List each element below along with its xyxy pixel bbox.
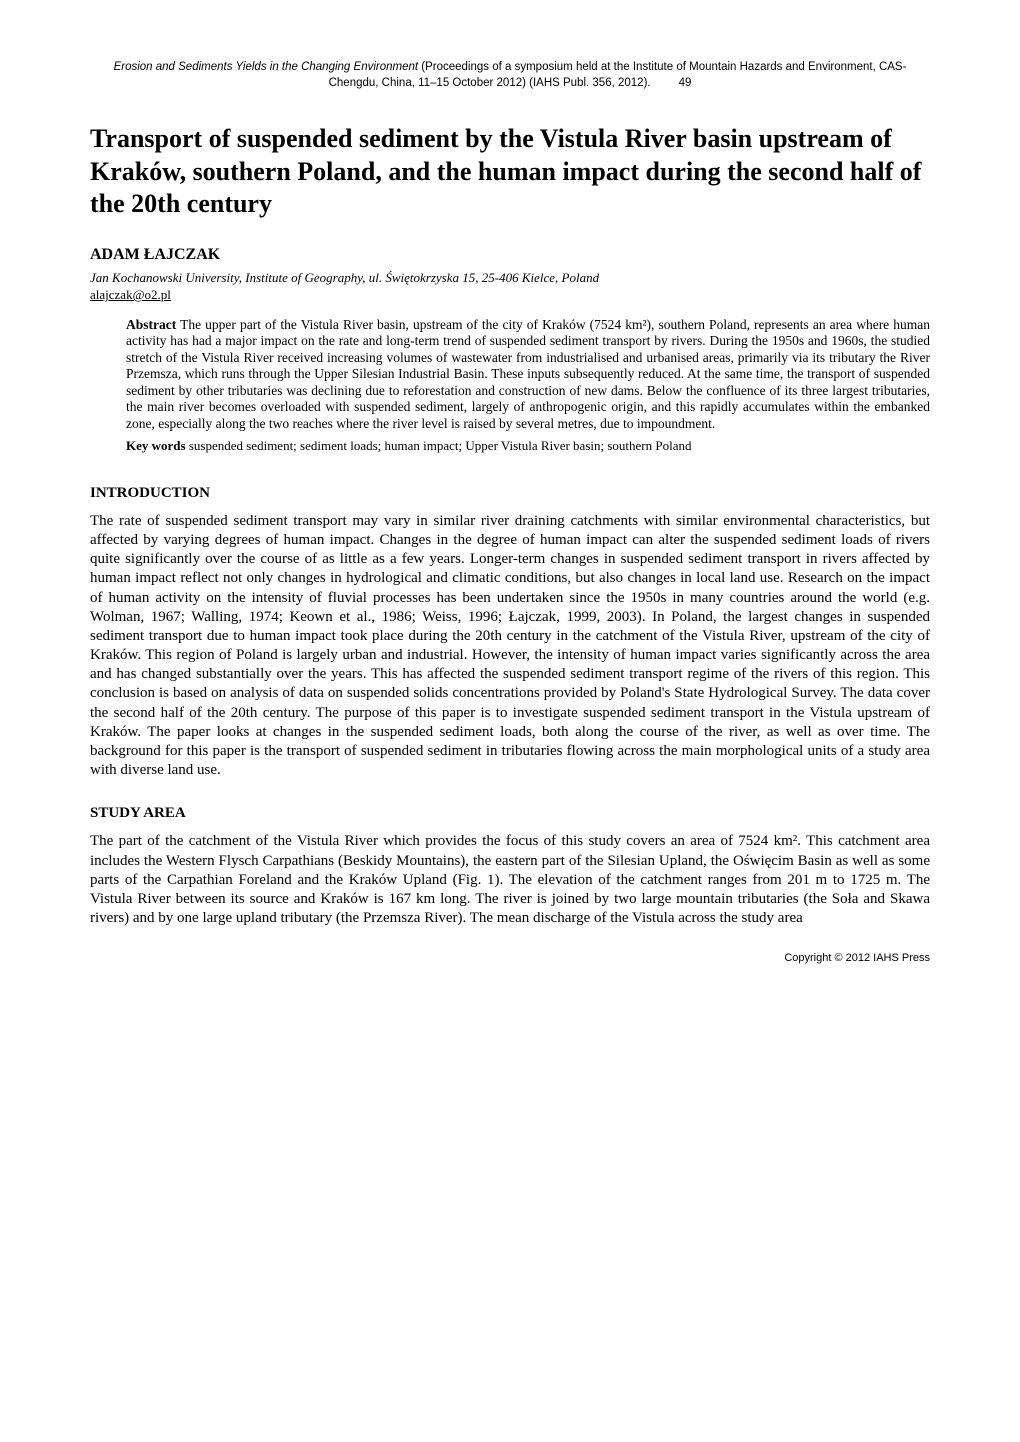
author-name: ADAM ŁAJCZAK	[90, 245, 930, 264]
paper-title: Transport of suspended sediment by the V…	[90, 123, 930, 221]
header-citation: Erosion and Sediments Yields in the Chan…	[90, 60, 930, 91]
study-area-body: The part of the catchment of the Vistula…	[90, 832, 930, 928]
keywords-label: Key words	[126, 438, 186, 453]
abstract-text: The upper part of the Vistula River basi…	[126, 317, 930, 431]
abstract-block: Abstract The upper part of the Vistula R…	[126, 317, 930, 432]
author-email: alajczak@o2.pl	[90, 287, 930, 303]
citation-italic: Erosion and Sediments Yields in the Chan…	[114, 61, 419, 73]
section-heading-introduction: INTRODUCTION	[90, 484, 930, 502]
keywords-text: suspended sediment; sediment loads; huma…	[186, 438, 692, 453]
section-heading-study-area: STUDY AREA	[90, 804, 930, 822]
keywords-block: Key words suspended sediment; sediment l…	[126, 438, 930, 454]
abstract-label: Abstract	[126, 317, 176, 332]
page-number: 49	[679, 76, 692, 92]
introduction-body: The rate of suspended sediment transport…	[90, 512, 930, 781]
copyright-notice: Copyright © 2012 IAHS Press	[90, 952, 930, 965]
author-affiliation: Jan Kochanowski University, Institute of…	[90, 270, 930, 286]
